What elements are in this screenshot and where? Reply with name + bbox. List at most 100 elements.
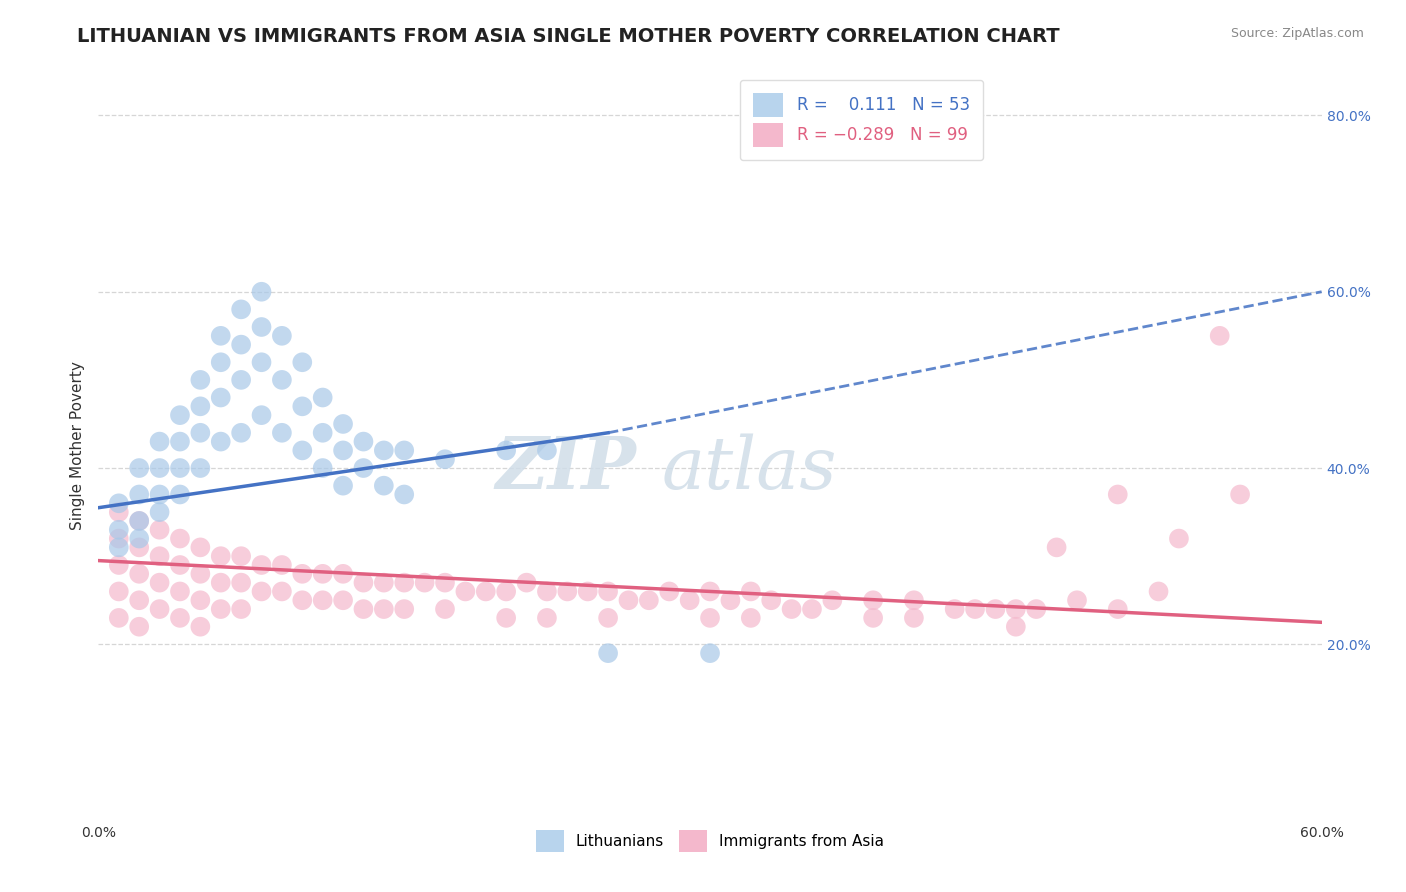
Point	[332, 417, 354, 431]
Point	[821, 593, 844, 607]
Point	[149, 523, 172, 537]
Point	[392, 575, 416, 590]
Point	[312, 566, 335, 581]
Point	[250, 285, 273, 299]
Point	[169, 487, 191, 501]
Point	[188, 541, 212, 555]
Point	[188, 593, 212, 607]
Point	[291, 566, 314, 581]
Point	[188, 620, 212, 634]
Point	[536, 611, 558, 625]
Point	[291, 355, 314, 369]
Point	[1229, 487, 1251, 501]
Point	[780, 602, 803, 616]
Point	[1066, 593, 1088, 607]
Point	[1209, 328, 1232, 343]
Point	[108, 523, 131, 537]
Point	[149, 487, 172, 501]
Point	[169, 461, 191, 475]
Text: Source: ZipAtlas.com: Source: ZipAtlas.com	[1230, 27, 1364, 40]
Point	[761, 593, 783, 607]
Point	[474, 584, 498, 599]
Point	[270, 558, 294, 572]
Point	[434, 575, 457, 590]
Point	[108, 505, 131, 519]
Point	[352, 602, 374, 616]
Point	[392, 602, 416, 616]
Point	[434, 602, 457, 616]
Point	[1107, 487, 1129, 501]
Point	[108, 541, 131, 555]
Point	[740, 611, 762, 625]
Point	[128, 541, 150, 555]
Text: atlas: atlas	[661, 434, 837, 504]
Point	[1147, 584, 1170, 599]
Point	[169, 434, 191, 449]
Point	[128, 514, 150, 528]
Point	[128, 487, 150, 501]
Point	[108, 611, 131, 625]
Point	[209, 328, 232, 343]
Point	[699, 584, 721, 599]
Point	[231, 549, 253, 564]
Point	[495, 584, 517, 599]
Point	[149, 575, 172, 590]
Point	[209, 391, 232, 405]
Point	[149, 549, 172, 564]
Point	[209, 355, 232, 369]
Text: ZIP: ZIP	[496, 433, 637, 504]
Point	[454, 584, 477, 599]
Point	[984, 602, 1007, 616]
Point	[536, 443, 558, 458]
Point	[332, 593, 354, 607]
Point	[516, 575, 538, 590]
Point	[555, 584, 579, 599]
Point	[188, 425, 212, 440]
Point	[270, 328, 294, 343]
Point	[332, 566, 354, 581]
Point	[598, 611, 620, 625]
Point	[373, 443, 395, 458]
Point	[1004, 620, 1026, 634]
Point	[149, 505, 172, 519]
Point	[209, 602, 232, 616]
Point	[188, 461, 212, 475]
Point	[598, 646, 620, 660]
Point	[536, 584, 558, 599]
Point	[209, 575, 232, 590]
Point	[149, 602, 172, 616]
Point	[291, 400, 314, 414]
Y-axis label: Single Mother Poverty: Single Mother Poverty	[69, 361, 84, 531]
Point	[434, 452, 457, 467]
Point	[1025, 602, 1047, 616]
Point	[1004, 602, 1026, 616]
Point	[965, 602, 987, 616]
Point	[108, 532, 131, 546]
Point	[149, 461, 172, 475]
Point	[250, 408, 273, 422]
Point	[291, 443, 314, 458]
Legend: Lithuanians, Immigrants from Asia: Lithuanians, Immigrants from Asia	[530, 824, 890, 858]
Point	[658, 584, 681, 599]
Point	[231, 337, 253, 351]
Point	[128, 514, 150, 528]
Point	[495, 443, 517, 458]
Point	[617, 593, 640, 607]
Point	[128, 566, 150, 581]
Point	[903, 611, 925, 625]
Point	[862, 611, 884, 625]
Point	[352, 461, 374, 475]
Point	[231, 602, 253, 616]
Point	[231, 575, 253, 590]
Point	[392, 443, 416, 458]
Point	[312, 461, 335, 475]
Point	[1107, 602, 1129, 616]
Point	[312, 425, 335, 440]
Point	[169, 532, 191, 546]
Point	[128, 461, 150, 475]
Point	[679, 593, 702, 607]
Point	[740, 584, 762, 599]
Point	[149, 434, 172, 449]
Point	[270, 425, 294, 440]
Point	[373, 575, 395, 590]
